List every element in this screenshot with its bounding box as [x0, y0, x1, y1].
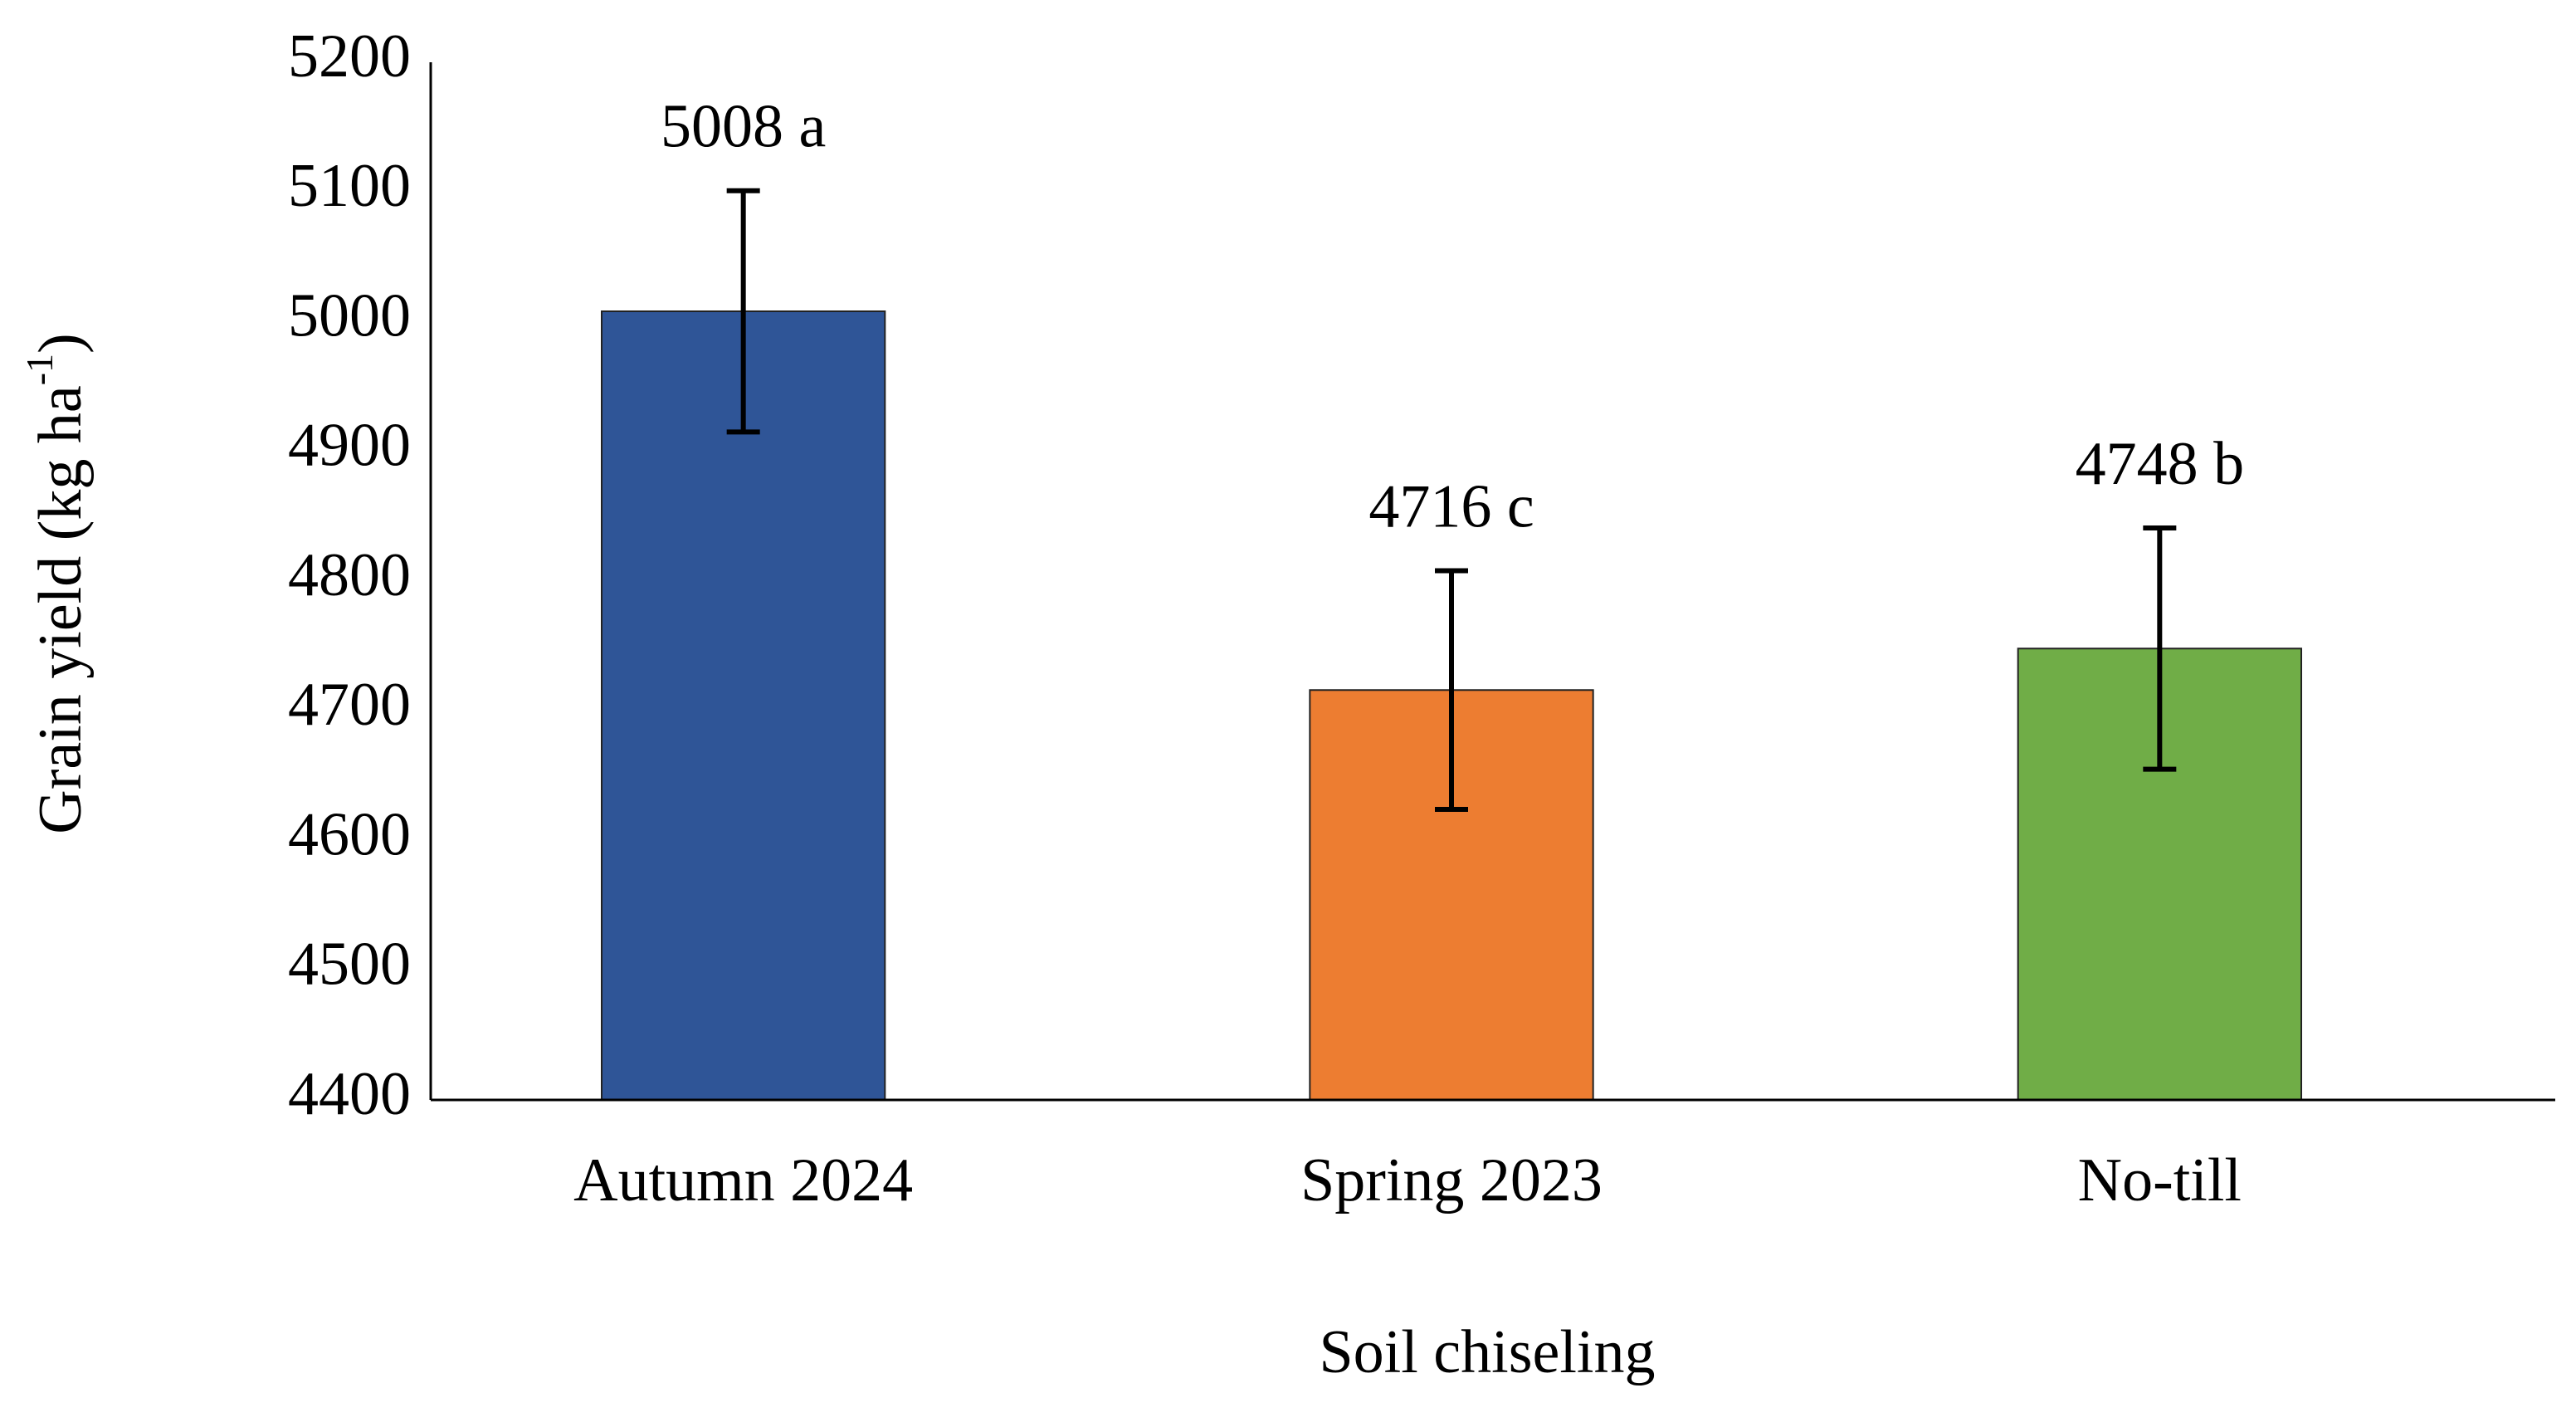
- x-axis-label: Soil chiseling: [1320, 1318, 1656, 1386]
- y-label-text: Grain yield (kg ha: [27, 385, 95, 833]
- x-tick-label: Autumn 2024: [573, 1146, 913, 1214]
- y-label-superscript: -1: [18, 354, 61, 385]
- y-tick-label: 4400: [288, 1060, 411, 1128]
- y-axis-label: Grain yield (kg ha-1): [18, 333, 95, 833]
- y-tick-label: 4800: [288, 541, 411, 609]
- y-label-text: ): [27, 333, 95, 354]
- y-tick-label: 4600: [288, 800, 411, 868]
- y-tick-label: 5000: [288, 281, 411, 349]
- error-bar: [2143, 525, 2177, 772]
- data-label: 4716 c: [1368, 472, 1534, 540]
- y-tick-label: 4500: [288, 931, 411, 999]
- data-label: 4748 b: [2076, 430, 2245, 498]
- data-label: 5008 a: [661, 93, 826, 161]
- error-bar: [1435, 568, 1468, 812]
- error-bar: [726, 188, 760, 435]
- x-tick-label: Spring 2023: [1300, 1146, 1603, 1214]
- y-tick-label: 5200: [288, 22, 411, 90]
- x-tick-label: No-till: [2078, 1146, 2242, 1214]
- y-tick-label: 4900: [288, 412, 411, 480]
- y-tick-label: 5100: [288, 152, 411, 220]
- y-tick-label: 4700: [288, 671, 411, 739]
